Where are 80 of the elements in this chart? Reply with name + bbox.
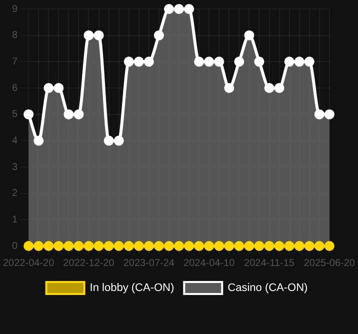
point <box>24 109 34 120</box>
point <box>84 241 94 251</box>
point <box>134 241 144 251</box>
point <box>124 241 134 251</box>
x-tick-label: 2025-06-20 <box>304 258 356 269</box>
point <box>54 83 64 93</box>
point <box>244 241 254 251</box>
point <box>234 56 244 67</box>
point <box>264 83 274 93</box>
x-tick-label: 2023-07-24 <box>123 258 175 269</box>
point <box>284 241 294 251</box>
point <box>324 109 334 120</box>
point <box>264 241 274 251</box>
point <box>214 56 224 67</box>
point <box>304 56 314 67</box>
x-tick-label: 2024-11-15 <box>244 258 295 269</box>
point <box>174 241 184 251</box>
point <box>314 241 324 251</box>
point <box>154 30 164 40</box>
y-tick-label: 7 <box>12 56 18 68</box>
point <box>74 109 84 120</box>
point <box>204 56 214 67</box>
point <box>184 241 194 251</box>
point <box>304 241 314 251</box>
point <box>114 136 124 146</box>
point <box>124 56 134 67</box>
point <box>134 56 144 67</box>
point <box>224 83 234 93</box>
point <box>74 241 84 251</box>
point <box>194 241 204 251</box>
x-tick-label: 2022-04-20 <box>3 258 55 269</box>
point <box>44 241 54 251</box>
point <box>224 241 234 251</box>
y-tick-label: 8 <box>12 30 18 42</box>
point <box>64 109 74 120</box>
point <box>64 241 74 251</box>
y-tick-label: 9 <box>12 4 18 15</box>
point <box>184 4 194 14</box>
point <box>214 241 224 251</box>
x-tick-label: 2022-12-20 <box>63 258 115 269</box>
point <box>54 241 64 251</box>
point <box>24 241 34 251</box>
point <box>284 56 294 67</box>
y-tick-label: 6 <box>12 82 18 94</box>
point <box>174 4 184 14</box>
y-tick-label: 0 <box>12 240 18 252</box>
legend-label: In lobby (CA-ON) <box>90 282 174 294</box>
point <box>34 136 44 146</box>
point <box>84 30 94 40</box>
point <box>44 83 54 93</box>
point <box>114 241 124 251</box>
point <box>244 30 254 40</box>
y-tick-label: 1 <box>12 214 18 226</box>
point <box>144 56 154 67</box>
point <box>194 56 204 67</box>
point <box>274 241 284 251</box>
point <box>204 241 214 251</box>
point <box>164 4 174 14</box>
point <box>314 109 324 120</box>
point <box>144 241 154 251</box>
point <box>154 241 164 251</box>
point <box>164 241 174 251</box>
point <box>234 241 244 251</box>
point <box>294 56 304 67</box>
y-tick-label: 5 <box>12 109 18 120</box>
legend-label: Casino (CA-ON) <box>228 282 308 294</box>
point <box>94 241 104 251</box>
point <box>34 241 44 251</box>
point <box>254 56 264 67</box>
point <box>104 241 114 251</box>
point <box>104 136 114 146</box>
y-tick-label: 4 <box>12 135 18 146</box>
x-tick-label: 2024-04-10 <box>184 258 236 269</box>
y-tick-label: 2 <box>12 188 18 200</box>
point <box>324 241 334 251</box>
point <box>94 30 104 40</box>
point <box>254 241 264 251</box>
point <box>294 241 304 251</box>
point <box>274 83 284 93</box>
y-tick-label: 3 <box>12 162 18 173</box>
